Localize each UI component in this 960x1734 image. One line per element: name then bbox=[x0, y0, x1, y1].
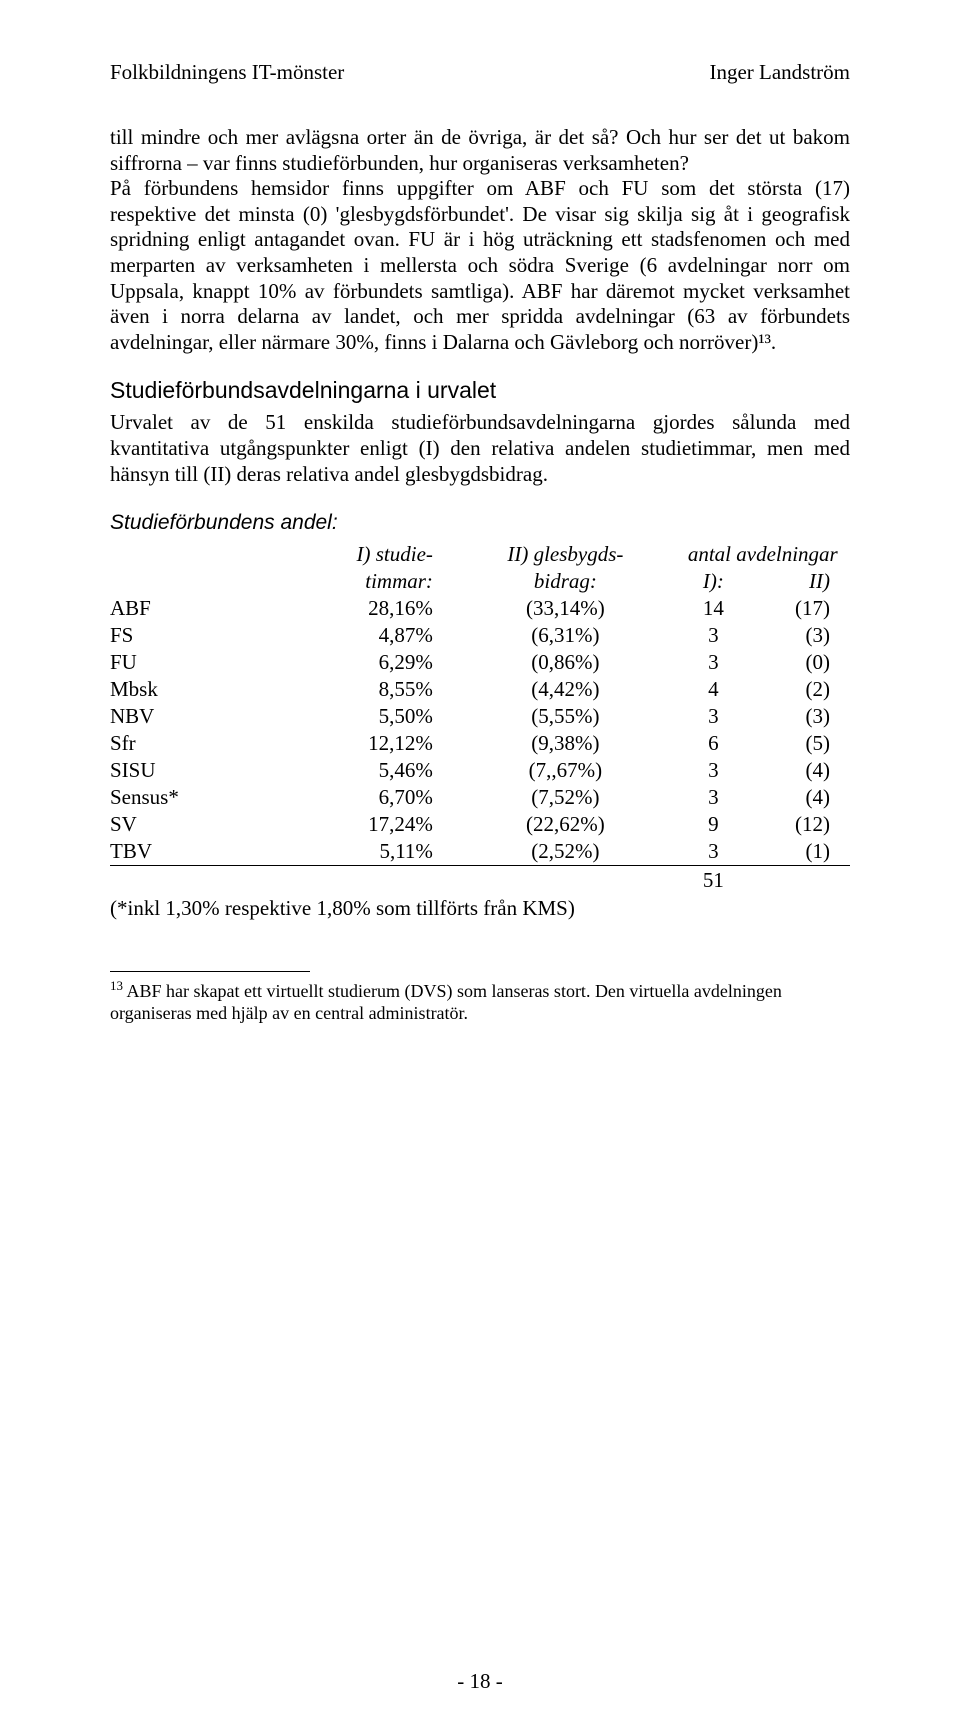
table-row: SV 17,24% (22,62%) 9 (12) bbox=[110, 811, 850, 838]
table-header-row-2: timmar: bidrag: I): II) bbox=[110, 568, 850, 595]
cell-c3: 14 bbox=[668, 595, 759, 622]
cell-c4: (4) bbox=[759, 784, 850, 811]
table-row: FU 6,29% (0,86%) 3 (0) bbox=[110, 649, 850, 676]
cell-c2: (0,86%) bbox=[463, 649, 668, 676]
cell-c2: (5,55%) bbox=[463, 703, 668, 730]
cell-total: 51 bbox=[668, 866, 759, 895]
table-body: ABF 28,16% (33,14%) 14 (17) FS 4,87% (6,… bbox=[110, 595, 850, 894]
page-number: - 18 - bbox=[0, 1669, 960, 1694]
cell-c1: 5,50% bbox=[247, 703, 463, 730]
cell-c2: (2,52%) bbox=[463, 838, 668, 866]
cell-c3: 3 bbox=[668, 703, 759, 730]
cell-label: FU bbox=[110, 649, 247, 676]
cell-c4: (17) bbox=[759, 595, 850, 622]
th-studietimmar-2: timmar: bbox=[247, 568, 463, 595]
header-left: Folkbildningens IT-mönster bbox=[110, 60, 344, 85]
cell-c4: (5) bbox=[759, 730, 850, 757]
table-row: FS 4,87% (6,31%) 3 (3) bbox=[110, 622, 850, 649]
cell-c4: (1) bbox=[759, 838, 850, 866]
cell-c4: (4) bbox=[759, 757, 850, 784]
cell-label: Sfr bbox=[110, 730, 247, 757]
cell-c3: 3 bbox=[668, 649, 759, 676]
paragraph-1: till mindre och mer avlägsna orter än de… bbox=[110, 125, 850, 176]
th-avdelningar-1: antal avdelningar bbox=[668, 541, 850, 568]
cell-c4: (3) bbox=[759, 622, 850, 649]
cell-c3: 6 bbox=[668, 730, 759, 757]
cell-c2: (6,31%) bbox=[463, 622, 668, 649]
cell-c3: 3 bbox=[668, 784, 759, 811]
table-row: SISU 5,46% (7,,67%) 3 (4) bbox=[110, 757, 850, 784]
document-page: Folkbildningens IT-mönster Inger Landstr… bbox=[0, 0, 960, 1734]
cell-c4: (12) bbox=[759, 811, 850, 838]
cell-label: SISU bbox=[110, 757, 247, 784]
paragraph-3: Urvalet av de 51 enskilda studieförbunds… bbox=[110, 410, 850, 487]
cell-c1: 6,70% bbox=[247, 784, 463, 811]
table-note: (*inkl 1,30% respektive 1,80% som tillfö… bbox=[110, 896, 850, 921]
cell-c2: (9,38%) bbox=[463, 730, 668, 757]
page-header: Folkbildningens IT-mönster Inger Landstr… bbox=[110, 60, 850, 85]
cell-label: FS bbox=[110, 622, 247, 649]
th-col-ii: II) bbox=[759, 568, 850, 595]
cell-c1: 12,12% bbox=[247, 730, 463, 757]
table: I) studie- II) glesbygds- antal avdelnin… bbox=[110, 541, 850, 894]
th-glesbygds-2: bidrag: bbox=[463, 568, 668, 595]
cell-label: Mbsk bbox=[110, 676, 247, 703]
header-right: Inger Landström bbox=[709, 60, 850, 85]
cell-c2: (22,62%) bbox=[463, 811, 668, 838]
cell-c1: 6,29% bbox=[247, 649, 463, 676]
cell-c1: 28,16% bbox=[247, 595, 463, 622]
paragraph-2: På förbundens hemsidor finns uppgifter o… bbox=[110, 176, 850, 355]
cell-label: NBV bbox=[110, 703, 247, 730]
cell-c4: (0) bbox=[759, 649, 850, 676]
cell-c1: 8,55% bbox=[247, 676, 463, 703]
cell-c2: (7,52%) bbox=[463, 784, 668, 811]
cell-c2: (33,14%) bbox=[463, 595, 668, 622]
cell-c1: 17,24% bbox=[247, 811, 463, 838]
cell-c3: 9 bbox=[668, 811, 759, 838]
footnote-separator bbox=[110, 971, 310, 972]
cell-label: ABF bbox=[110, 595, 247, 622]
cell-c1: 5,46% bbox=[247, 757, 463, 784]
table-row: Sfr 12,12% (9,38%) 6 (5) bbox=[110, 730, 850, 757]
table-row: Sensus* 6,70% (7,52%) 3 (4) bbox=[110, 784, 850, 811]
th-studietimmar-1: I) studie- bbox=[247, 541, 463, 568]
share-table: I) studie- II) glesbygds- antal avdelnin… bbox=[110, 541, 850, 921]
table-total-row: 51 bbox=[110, 866, 850, 895]
cell-c3: 3 bbox=[668, 838, 759, 866]
footnote-number: 13 bbox=[110, 978, 123, 993]
cell-c1: 5,11% bbox=[247, 838, 463, 866]
th-col-i: I): bbox=[668, 568, 759, 595]
subheading-andel: Studieförbundens andel: bbox=[110, 511, 850, 535]
cell-c2: (7,,67%) bbox=[463, 757, 668, 784]
footnote-text: ABF har skapat ett virtuellt studierum (… bbox=[110, 981, 782, 1023]
cell-label: TBV bbox=[110, 838, 247, 866]
cell-c4: (3) bbox=[759, 703, 850, 730]
cell-label: SV bbox=[110, 811, 247, 838]
th-glesbygds-1: II) glesbygds- bbox=[463, 541, 668, 568]
table-header-row-1: I) studie- II) glesbygds- antal avdelnin… bbox=[110, 541, 850, 568]
table-row: NBV 5,50% (5,55%) 3 (3) bbox=[110, 703, 850, 730]
table-row: Mbsk 8,55% (4,42%) 4 (2) bbox=[110, 676, 850, 703]
footnote-13: 13 ABF har skapat ett virtuellt studieru… bbox=[110, 978, 850, 1024]
section-heading-urvalet: Studieförbundsavdelningarna i urvalet bbox=[110, 377, 850, 404]
cell-c1: 4,87% bbox=[247, 622, 463, 649]
table-row: ABF 28,16% (33,14%) 14 (17) bbox=[110, 595, 850, 622]
cell-c3: 4 bbox=[668, 676, 759, 703]
cell-c3: 3 bbox=[668, 622, 759, 649]
table-row: TBV 5,11% (2,52%) 3 (1) bbox=[110, 838, 850, 866]
cell-c3: 3 bbox=[668, 757, 759, 784]
cell-c2: (4,42%) bbox=[463, 676, 668, 703]
cell-label: Sensus* bbox=[110, 784, 247, 811]
cell-c4: (2) bbox=[759, 676, 850, 703]
